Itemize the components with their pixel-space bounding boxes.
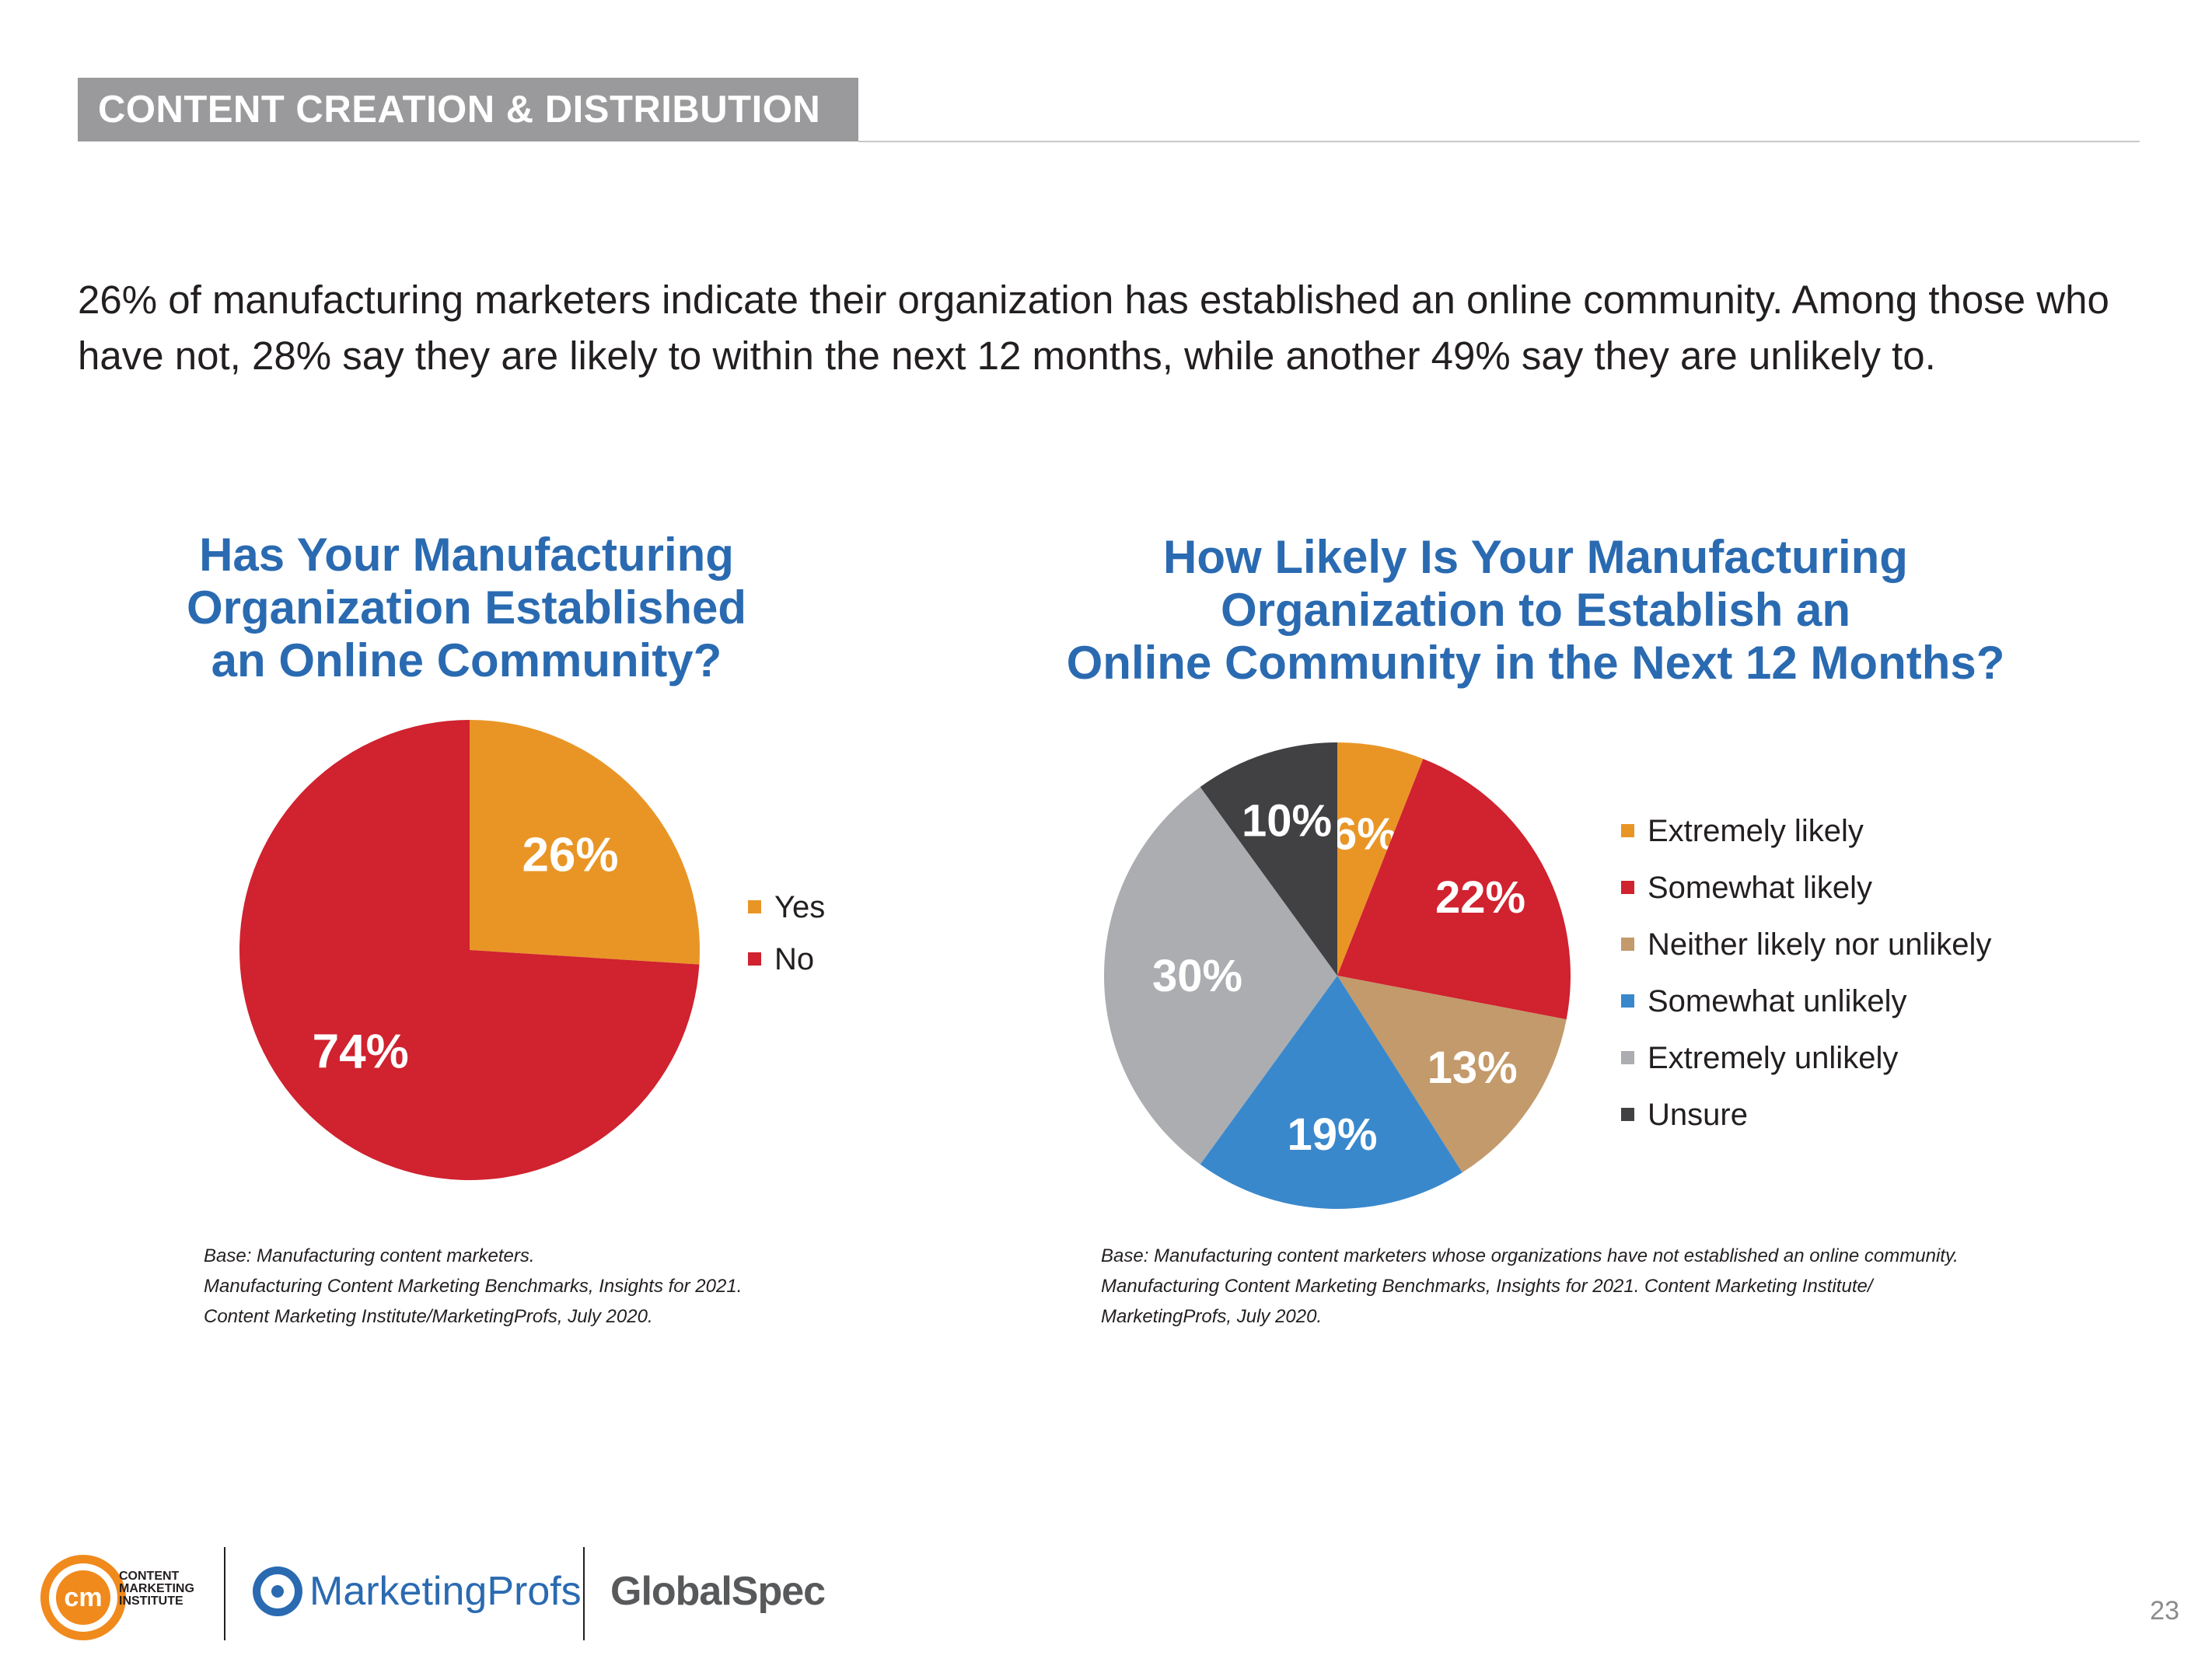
pie-slice-value-label: 10% bbox=[1242, 795, 1332, 846]
chart-2-title-line: Organization to Establish an bbox=[1220, 584, 1851, 636]
intro-paragraph: 26% of manufacturing marketers indicate … bbox=[78, 272, 2161, 384]
legend-label: Unsure bbox=[1648, 1098, 1748, 1132]
pie-slice-value-label: 6% bbox=[1332, 809, 1397, 859]
pie-slice-value-label: 19% bbox=[1288, 1109, 1378, 1160]
pie-slice-somewhat-unlikely bbox=[1200, 976, 1462, 1210]
marketingprofs-logo-icon bbox=[253, 1566, 302, 1616]
legend-swatch bbox=[1621, 994, 1634, 1008]
intro-line-1: 26% of manufacturing marketers indicate … bbox=[78, 278, 2109, 322]
chart-2-title-line: How Likely Is Your Manufacturing bbox=[1163, 531, 1908, 583]
source-line: Manufacturing Content Marketing Benchmar… bbox=[204, 1276, 743, 1297]
pie-slice-value-label: 22% bbox=[1435, 872, 1525, 923]
pie-slice-value-label: 26% bbox=[522, 828, 618, 882]
legend-swatch bbox=[748, 952, 761, 966]
legend-swatch bbox=[1621, 1051, 1634, 1064]
chart-2-title: How Likely Is Your Manufacturing Organiz… bbox=[1019, 531, 2053, 690]
source-line: Manufacturing Content Marketing Benchmar… bbox=[1101, 1276, 1873, 1297]
chart-1-title: Has Your Manufacturing Organization Esta… bbox=[171, 529, 762, 687]
pie-slice-neither-likely-nor-unlikely bbox=[1337, 976, 1567, 1173]
chart-2-title-line: Online Community in the Next 12 Months? bbox=[1066, 637, 2005, 689]
legend-label: Extremely likely bbox=[1648, 814, 1864, 848]
pie-slice-value-label: 74% bbox=[313, 1025, 409, 1079]
legend-label: Somewhat likely bbox=[1648, 871, 1873, 905]
chart-1-source: Base: Manufacturing content marketers. M… bbox=[204, 1241, 841, 1332]
footer: cm CONTENT MARKETING INSTITUTE Marketing… bbox=[0, 1524, 2212, 1659]
cmi-logo-letters: cm bbox=[64, 1583, 103, 1612]
chart-1-title-line: an Online Community? bbox=[211, 634, 722, 686]
pie-slice-no bbox=[239, 720, 700, 1181]
pie-slice-yes bbox=[470, 720, 701, 965]
pie-slice-extremely-unlikely bbox=[1103, 787, 1337, 1165]
page-number: 23 bbox=[2150, 1596, 2179, 1626]
source-line: Base: Manufacturing content marketers wh… bbox=[1101, 1245, 1959, 1266]
legend-swatch bbox=[1621, 1108, 1634, 1121]
chart-2-source: Base: Manufacturing content marketers wh… bbox=[1101, 1241, 2034, 1332]
globalspec-logo: GlobalSpec bbox=[610, 1569, 826, 1614]
cmi-logo: cm bbox=[40, 1555, 126, 1640]
legend-label: Somewhat unlikely bbox=[1648, 984, 1907, 1018]
source-line: Base: Manufacturing content marketers. bbox=[204, 1245, 535, 1266]
legend-label: Extremely unlikely bbox=[1648, 1041, 1899, 1075]
section-header: CONTENT CREATION & DISTRIBUTION bbox=[78, 78, 858, 141]
legend-swatch bbox=[1621, 824, 1634, 837]
pie-slice-value-label: 30% bbox=[1152, 951, 1242, 1001]
pie-slice-unsure bbox=[1200, 742, 1337, 976]
pie-slice-extremely-likely bbox=[1337, 742, 1424, 976]
marketingprofs-logo: MarketingProfs bbox=[309, 1569, 582, 1614]
footer-divider bbox=[224, 1547, 225, 1640]
cmi-logo-text: CONTENT MARKETING INSTITUTE bbox=[119, 1570, 194, 1608]
legend-swatch bbox=[1621, 881, 1634, 894]
legend-swatch bbox=[748, 900, 761, 913]
source-line: MarketingProfs, July 2020. bbox=[1101, 1306, 1323, 1327]
chart-1-title-line: Organization Established bbox=[186, 582, 747, 634]
pie-slice-somewhat-likely bbox=[1337, 759, 1571, 1020]
legend-label: Neither likely nor unlikely bbox=[1648, 927, 1992, 962]
pie-slice-value-label: 13% bbox=[1427, 1043, 1518, 1093]
legend-swatch bbox=[1621, 938, 1634, 951]
source-line: Content Marketing Institute/MarketingPro… bbox=[204, 1306, 653, 1327]
section-rule bbox=[858, 141, 2140, 142]
legend-label: No bbox=[774, 942, 815, 976]
chart-1-title-line: Has Your Manufacturing bbox=[199, 529, 734, 581]
intro-line-2: have not, 28% say they are likely to wit… bbox=[78, 334, 1936, 378]
footer-divider bbox=[583, 1547, 585, 1640]
legend-label: Yes bbox=[774, 890, 826, 924]
